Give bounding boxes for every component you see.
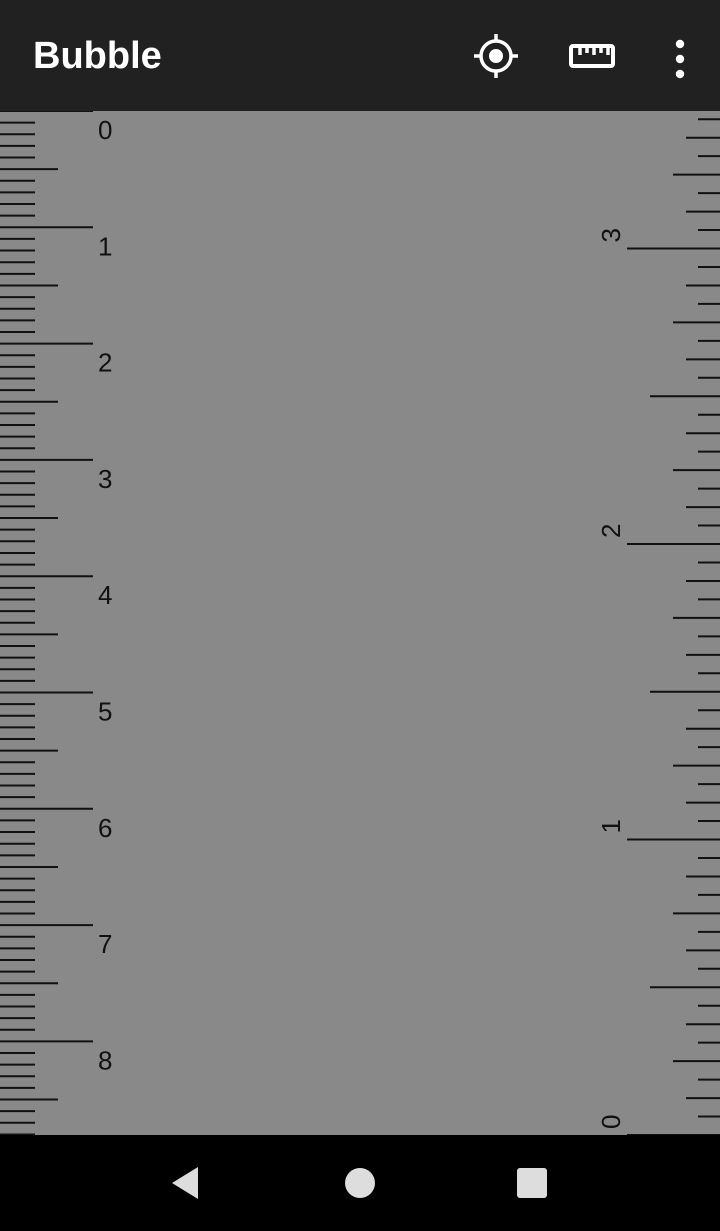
left-ruler-label: 2 xyxy=(98,348,112,378)
ruler-button[interactable] xyxy=(564,28,620,84)
ruler-icon xyxy=(569,44,615,68)
crosshair-target-icon xyxy=(474,34,518,78)
recents-square-icon xyxy=(517,1168,547,1198)
back-button[interactable] xyxy=(154,1159,218,1207)
ruler-canvas[interactable]: 0 1 2 3 4 5 6 7 8 0 1 2 3 xyxy=(0,111,720,1135)
right-ruler-labels: 0 1 2 3 xyxy=(596,228,626,1129)
recents-button[interactable] xyxy=(500,1159,564,1207)
right-ruler-label: 2 xyxy=(596,524,626,538)
right-ruler-label: 3 xyxy=(596,228,626,242)
calibrate-target-button[interactable] xyxy=(468,28,524,84)
left-ruler-label: 1 xyxy=(98,231,112,261)
right-ruler-label: 0 xyxy=(596,1115,626,1129)
left-ruler-label: 3 xyxy=(98,464,112,494)
ruler-drawing: 0 1 2 3 4 5 6 7 8 0 1 2 3 xyxy=(0,111,720,1135)
left-ruler-ticks xyxy=(0,111,93,1135)
home-button[interactable] xyxy=(328,1159,392,1207)
left-ruler-label: 8 xyxy=(98,1045,112,1075)
system-navigation-bar xyxy=(0,1135,720,1231)
left-ruler-label: 0 xyxy=(98,115,112,145)
left-ruler-label: 5 xyxy=(98,697,112,727)
left-ruler-label: 7 xyxy=(98,929,112,959)
back-triangle-icon xyxy=(172,1167,198,1199)
more-options-button[interactable] xyxy=(648,28,704,84)
left-ruler-label: 4 xyxy=(98,580,112,610)
more-vert-icon xyxy=(675,39,685,79)
left-ruler-label: 6 xyxy=(98,813,112,843)
right-ruler-label: 1 xyxy=(596,819,626,833)
home-circle-icon xyxy=(345,1168,375,1198)
left-ruler-labels: 0 1 2 3 4 5 6 7 8 xyxy=(98,115,112,1075)
right-ruler-ticks xyxy=(627,118,720,1135)
app-bar: Bubble xyxy=(0,0,720,111)
app-title: Bubble xyxy=(33,35,162,77)
